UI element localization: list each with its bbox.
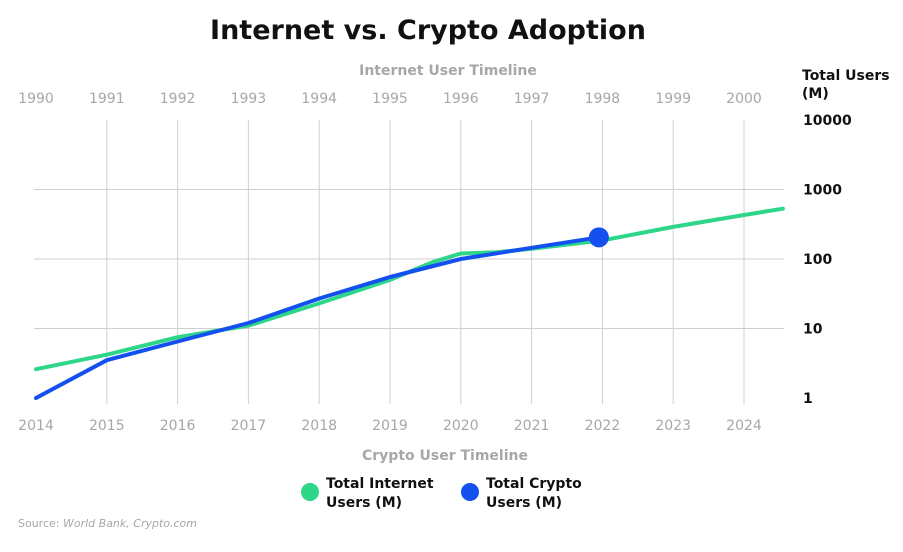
source-note: Source: World Bank, Crypto.com	[18, 517, 197, 530]
y-tick-label: 1	[803, 391, 813, 407]
y-axis-ticks: 10000 1000 100 10 1	[803, 113, 852, 407]
y-axis-label-line1: Total Users	[802, 68, 890, 84]
legend-internet-label-line2: Users (M)	[326, 495, 402, 511]
bottom-tick-label: 2015	[89, 418, 125, 434]
y-tick-label: 1000	[803, 183, 842, 199]
top-axis-ticks: 1990 1991 1992 1993 1994 1995 1996 1997 1998 1999…	[18, 91, 762, 107]
crypto-users-end-marker	[588, 227, 609, 248]
bottom-tick-label: 2019	[372, 418, 408, 434]
legend-crypto-marker	[461, 483, 479, 501]
source-names: World Bank, Crypto.com	[63, 517, 197, 530]
top-tick-label: 1993	[231, 91, 267, 107]
top-tick-label: 1996	[443, 91, 479, 107]
bottom-tick-label: 2018	[301, 418, 337, 434]
y-tick-label: 10	[803, 322, 823, 338]
bottom-tick-label: 2022	[585, 418, 621, 434]
top-tick-label: 1995	[372, 91, 408, 107]
bottom-tick-label: 2016	[160, 418, 196, 434]
bottom-tick-label: 2024	[726, 418, 762, 434]
bottom-tick-label: 2014	[18, 418, 54, 434]
top-tick-label: 1994	[301, 91, 337, 107]
legend-internet-marker	[301, 483, 319, 501]
top-tick-label: 1992	[160, 91, 196, 107]
legend-internet-label-line1: Total Internet	[326, 476, 434, 492]
y-axis-label-line2: (M)	[802, 86, 829, 102]
y-tick-label: 100	[803, 252, 832, 268]
bottom-axis-ticks: 2014 2015 2016 2017 2018 2019 2020 2021 2022 2023…	[18, 418, 762, 434]
bottom-axis-title: Crypto User Timeline	[362, 448, 528, 464]
legend-crypto-label-line1: Total Crypto	[486, 476, 582, 492]
top-tick-label: 1999	[655, 91, 691, 107]
top-tick-label: 2000	[726, 91, 762, 107]
chart-title: Internet vs. Crypto Adoption	[210, 15, 646, 46]
crypto-users-line	[34, 235, 601, 400]
top-axis-title: Internet User Timeline	[359, 63, 537, 79]
top-tick-label: 1997	[514, 91, 550, 107]
bottom-tick-label: 2021	[514, 418, 550, 434]
gridlines	[34, 120, 784, 404]
internet-users-line	[34, 206, 785, 372]
top-tick-label: 1991	[89, 91, 125, 107]
legend: Total Internet Users (M) Total Crypto Us…	[301, 476, 582, 511]
bottom-tick-label: 2017	[231, 418, 267, 434]
legend-crypto-label-line2: Users (M)	[486, 495, 562, 511]
y-tick-label: 10000	[803, 113, 852, 129]
bottom-tick-label: 2020	[443, 418, 479, 434]
top-tick-label: 1990	[18, 91, 54, 107]
series-lines	[34, 206, 785, 400]
source-label: Source:	[18, 517, 63, 530]
top-tick-label: 1998	[585, 91, 621, 107]
bottom-tick-label: 2023	[655, 418, 691, 434]
